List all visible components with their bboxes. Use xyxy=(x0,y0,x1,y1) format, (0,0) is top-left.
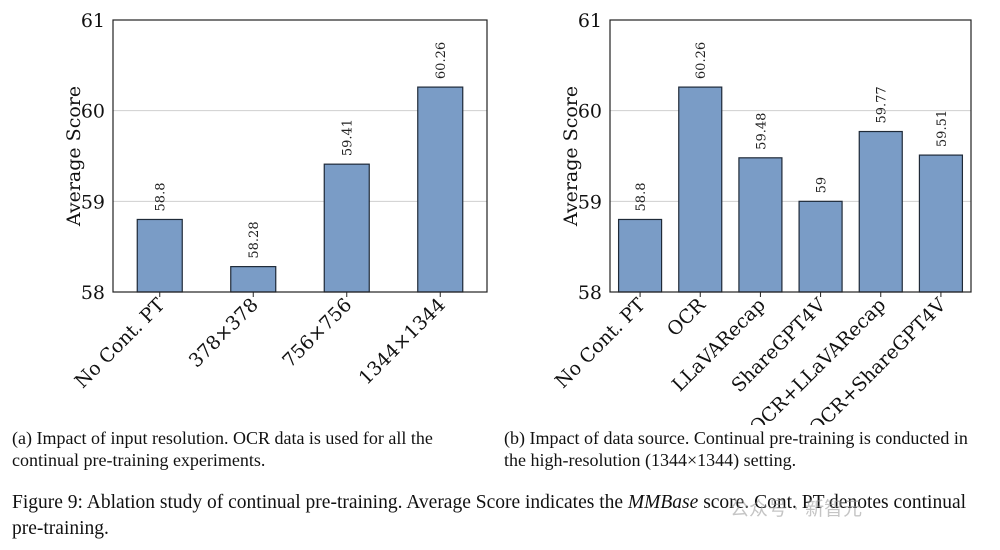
chart-a-bar xyxy=(230,266,277,293)
chart-b-bar xyxy=(798,200,843,293)
chart-a-plot-frame xyxy=(112,19,488,293)
chart-a-bar xyxy=(136,218,183,293)
caption-b: (b) Impact of data source. Continual pre… xyxy=(504,428,968,470)
chart-a-category-label: 1344×1344 xyxy=(355,294,450,389)
chart-b-value-label: 59 xyxy=(815,177,830,194)
chart-b-value-label: 60.26 xyxy=(694,42,709,79)
chart-b-plot-frame xyxy=(609,19,972,293)
figure-caption-suffix: score. Cont. PT denotes continual pre-tr… xyxy=(12,492,967,539)
chart-b-value-label: 59.51 xyxy=(935,110,950,147)
figure-charts: 58 59 60 61 Average Score 58.8 No Cont. PT 58.2… xyxy=(63,10,972,425)
chart-a-category-label: No Cont. PT xyxy=(71,294,170,393)
chart-a-bar xyxy=(417,86,464,293)
chart-b-y-axis-label: Average Score xyxy=(560,86,582,227)
chart-b-bar xyxy=(918,154,964,293)
chart-b-category-label: No Cont. PT xyxy=(551,294,650,393)
chart-a-value-label: 59.41 xyxy=(341,119,356,156)
chart-b-ytick-label: 61 xyxy=(578,10,602,32)
figure-caption-prefix: Figure 9: Ablation study of continual pr… xyxy=(12,492,628,513)
chart-a-y-axis-label: Average Score xyxy=(63,86,85,227)
chart-a-value-label: 58.8 xyxy=(154,183,169,212)
chart-a-value-label: 60.26 xyxy=(434,42,449,79)
chart-b-value-label: 59.48 xyxy=(754,113,769,150)
chart-b-ytick-label: 59 xyxy=(578,191,602,213)
caption-a: (a) Impact of input resolution. OCR data… xyxy=(12,428,433,470)
chart-b-category-label: OCR xyxy=(663,293,710,340)
chart-a-category-label: 378×378 xyxy=(185,294,263,372)
chart-a-ytick-label: 60 xyxy=(81,101,105,123)
chart-b-value-label: 59.77 xyxy=(875,86,890,123)
chart-a-ytick-label: 61 xyxy=(81,10,105,32)
chart-b-bar xyxy=(678,86,723,293)
chart-b-ytick-label: 60 xyxy=(578,101,602,123)
chart-b-bar xyxy=(617,218,663,293)
chart-b-value-label: 58.8 xyxy=(634,183,649,212)
chart-b-bar xyxy=(858,130,903,293)
watermark: 公众号 · 新智元 xyxy=(730,498,863,520)
chart-b-ytick-label: 58 xyxy=(578,282,602,304)
chart-a-bar xyxy=(323,163,370,293)
chart-b-bar xyxy=(738,157,783,293)
figure-caption: Figure 9: Ablation study of continual pr… xyxy=(12,490,987,542)
chart-a-ytick-label: 59 xyxy=(81,191,105,213)
chart-a-ytick-label: 58 xyxy=(81,282,105,304)
chart-a-category-label: 756×756 xyxy=(278,294,356,372)
figure-caption-emph: MMBase xyxy=(627,492,699,513)
chart-a-value-label: 58.28 xyxy=(247,221,262,258)
